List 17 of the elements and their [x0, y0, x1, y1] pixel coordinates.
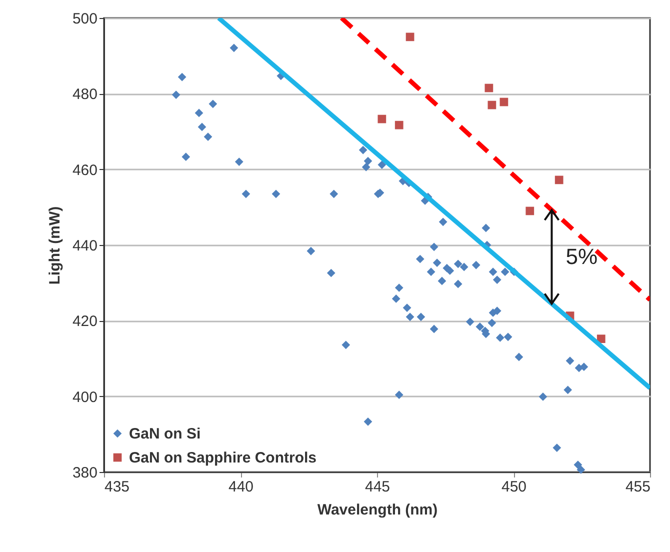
y-tick-label: 500: [72, 10, 98, 28]
legend-label: GaN on Si: [129, 426, 201, 442]
x-tick-label: 435: [104, 478, 130, 496]
x-tick-label: 445: [364, 478, 390, 496]
annotation: 5%: [566, 244, 598, 269]
y-tick-label: 420: [72, 313, 98, 330]
y-tick-label: 440: [72, 238, 98, 254]
x-tick-label: 455: [625, 478, 650, 496]
x-tick-label: 440: [228, 478, 254, 496]
y-tick-label: 380: [72, 464, 98, 482]
legend-label: GaN on Sapphire Controls: [129, 450, 317, 466]
y-tick-label: 460: [72, 162, 98, 179]
x-axis-title: Wavelength (nm): [317, 502, 438, 518]
y-axis-title: Light (mW): [46, 206, 64, 285]
y-tick-label: 400: [72, 388, 98, 406]
y-tick-label: 480: [72, 86, 98, 104]
x-tick-label: 450: [501, 478, 527, 496]
